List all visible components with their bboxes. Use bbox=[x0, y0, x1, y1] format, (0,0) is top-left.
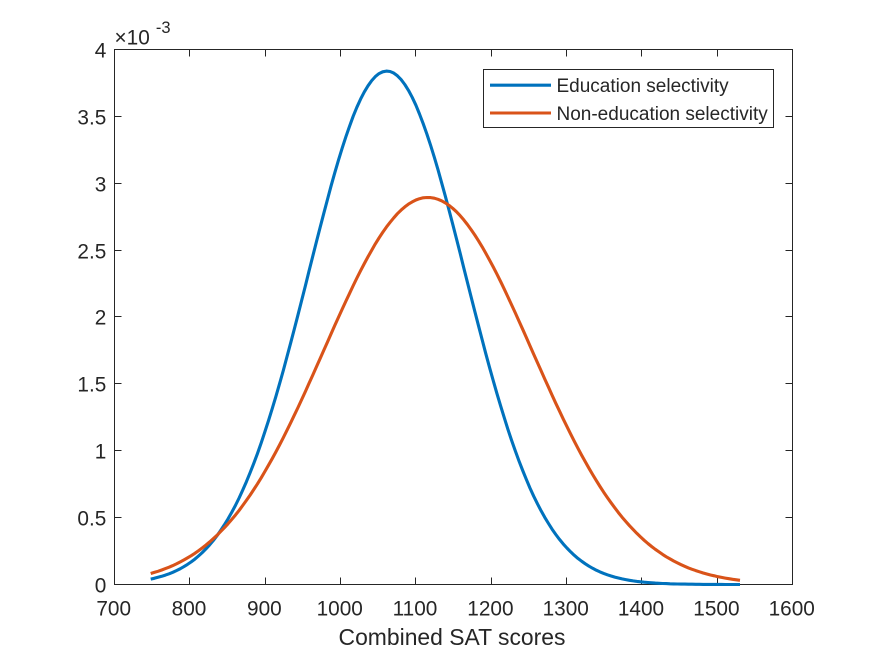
svg-text:1200: 1200 bbox=[467, 598, 513, 621]
svg-text:1500: 1500 bbox=[693, 598, 739, 621]
svg-text:1100: 1100 bbox=[393, 598, 438, 621]
svg-text:4: 4 bbox=[95, 40, 107, 63]
svg-text:Non-education selectivity: Non-education selectivity bbox=[557, 104, 769, 125]
svg-text:800: 800 bbox=[172, 598, 207, 621]
svg-text:3.5: 3.5 bbox=[77, 107, 106, 130]
svg-text:0: 0 bbox=[95, 575, 107, 598]
svg-text:1600: 1600 bbox=[769, 598, 815, 621]
svg-text:700: 700 bbox=[96, 598, 131, 621]
svg-text:Combined SAT scores: Combined SAT scores bbox=[339, 624, 566, 650]
svg-text:1300: 1300 bbox=[543, 598, 589, 621]
svg-text:0.5: 0.5 bbox=[77, 508, 106, 531]
svg-text:900: 900 bbox=[247, 598, 282, 621]
svg-text:1000: 1000 bbox=[317, 598, 363, 621]
svg-text:1400: 1400 bbox=[618, 598, 664, 621]
svg-text:-3: -3 bbox=[156, 19, 171, 37]
svg-text:Education selectivity: Education selectivity bbox=[557, 76, 730, 97]
svg-text:2.5: 2.5 bbox=[77, 241, 106, 264]
svg-text:1.5: 1.5 bbox=[77, 374, 106, 397]
svg-text:2: 2 bbox=[95, 307, 107, 330]
svg-text:1: 1 bbox=[95, 441, 107, 464]
svg-text:×10: ×10 bbox=[115, 26, 150, 49]
svg-text:3: 3 bbox=[95, 174, 107, 197]
